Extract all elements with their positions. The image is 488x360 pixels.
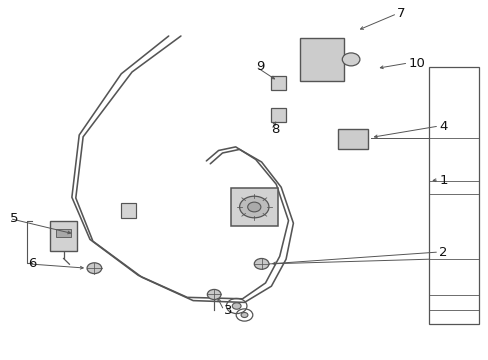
Bar xyxy=(271,76,285,90)
Circle shape xyxy=(254,258,268,269)
Circle shape xyxy=(207,289,221,300)
Bar xyxy=(271,108,285,122)
Text: 5: 5 xyxy=(10,212,18,225)
Text: 7: 7 xyxy=(396,7,405,20)
Circle shape xyxy=(232,303,241,309)
Text: 6: 6 xyxy=(28,257,37,270)
Circle shape xyxy=(241,312,247,318)
Text: 3: 3 xyxy=(224,304,232,317)
Circle shape xyxy=(87,263,102,274)
Text: 4: 4 xyxy=(438,120,447,132)
Bar xyxy=(428,67,478,324)
Bar xyxy=(337,129,367,149)
Circle shape xyxy=(239,196,268,218)
Text: 1: 1 xyxy=(438,174,447,186)
Text: 2: 2 xyxy=(438,246,447,258)
Circle shape xyxy=(247,202,261,212)
Bar xyxy=(50,221,77,251)
Bar xyxy=(56,229,71,237)
Bar xyxy=(231,188,277,226)
Bar xyxy=(121,203,136,218)
Text: 8: 8 xyxy=(271,123,279,136)
Text: 10: 10 xyxy=(407,57,425,69)
Text: 9: 9 xyxy=(255,60,264,73)
Bar xyxy=(299,38,343,81)
Circle shape xyxy=(342,53,359,66)
